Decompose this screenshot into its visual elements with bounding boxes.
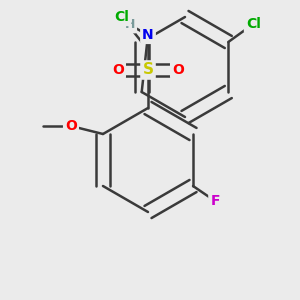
Text: N: N xyxy=(142,28,154,42)
Text: H: H xyxy=(125,19,135,32)
Text: Cl: Cl xyxy=(246,17,261,31)
Text: O: O xyxy=(112,63,124,77)
Text: O: O xyxy=(172,63,184,77)
Text: F: F xyxy=(210,194,220,208)
Text: S: S xyxy=(142,62,154,77)
Text: O: O xyxy=(65,119,77,133)
Text: Cl: Cl xyxy=(114,10,129,24)
